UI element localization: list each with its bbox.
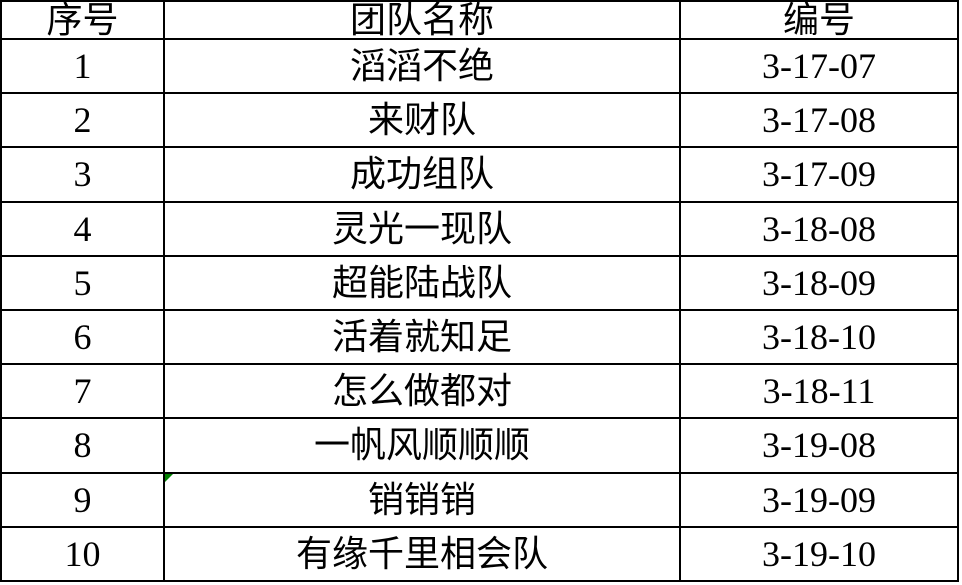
cell-code[interactable]: 3-17-09 (679, 146, 959, 203)
table-row: 5 超能陆战队 3-18-09 (0, 254, 959, 311)
table-row: 9 销销销 3-19-09 (0, 471, 959, 528)
cell-index[interactable]: 5 (0, 254, 165, 311)
cell-index[interactable]: 2 (0, 92, 165, 149)
cell-index[interactable]: 9 (0, 471, 165, 528)
table-row: 8 一帆风顺顺顺 3-19-08 (0, 417, 959, 474)
cell-team-name-text: 销销销 (367, 479, 476, 520)
cell-code[interactable]: 3-18-09 (679, 254, 959, 311)
cell-index[interactable]: 7 (0, 363, 165, 420)
cell-team-name[interactable]: 滔滔不绝 (163, 37, 681, 95)
cell-code[interactable]: 3-19-09 (679, 471, 959, 528)
cell-team-name[interactable]: 一帆风顺顺顺 (163, 417, 681, 474)
cell-index[interactable]: 8 (0, 417, 165, 474)
cell-team-name[interactable]: 来财队 (163, 92, 681, 149)
table-row: 7 怎么做都对 3-18-11 (0, 363, 959, 420)
cell-index[interactable]: 6 (0, 308, 165, 366)
cell-error-indicator-icon (166, 474, 173, 482)
cell-code[interactable]: 3-18-08 (679, 200, 959, 257)
table-row: 2 来财队 3-17-08 (0, 92, 959, 149)
cell-code[interactable]: 3-18-11 (679, 363, 959, 420)
cell-team-name[interactable]: 成功组队 (163, 146, 681, 203)
cell-code[interactable]: 3-17-07 (679, 37, 959, 95)
header-row: 序号 团队名称 编号 (0, 0, 959, 40)
cell-index[interactable]: 10 (0, 525, 165, 583)
table-row: 4 灵光一现队 3-18-08 (0, 200, 959, 257)
cell-code[interactable]: 3-18-10 (679, 308, 959, 366)
cell-team-name[interactable]: 销销销 (163, 471, 681, 528)
cell-code[interactable]: 3-19-10 (679, 525, 959, 583)
cell-team-name[interactable]: 有缘千里相会队 (163, 525, 681, 583)
table-row: 1 滔滔不绝 3-17-07 (0, 37, 959, 95)
cell-index[interactable]: 1 (0, 37, 165, 95)
header-cell-index[interactable]: 序号 (0, 0, 165, 40)
header-cell-team-name[interactable]: 团队名称 (163, 0, 681, 40)
cell-team-name[interactable]: 超能陆战队 (163, 254, 681, 311)
cell-index[interactable]: 4 (0, 200, 165, 257)
cell-team-name[interactable]: 活着就知足 (163, 308, 681, 366)
header-cell-code[interactable]: 编号 (679, 0, 959, 40)
table-row: 10 有缘千里相会队 3-19-10 (0, 525, 959, 583)
cell-code[interactable]: 3-19-08 (679, 417, 959, 474)
cell-team-name[interactable]: 怎么做都对 (163, 363, 681, 420)
table-row: 6 活着就知足 3-18-10 (0, 308, 959, 366)
cell-team-name[interactable]: 灵光一现队 (163, 200, 681, 257)
cell-code[interactable]: 3-17-08 (679, 92, 959, 149)
cell-index[interactable]: 3 (0, 146, 165, 203)
table-row: 3 成功组队 3-17-09 (0, 146, 959, 203)
